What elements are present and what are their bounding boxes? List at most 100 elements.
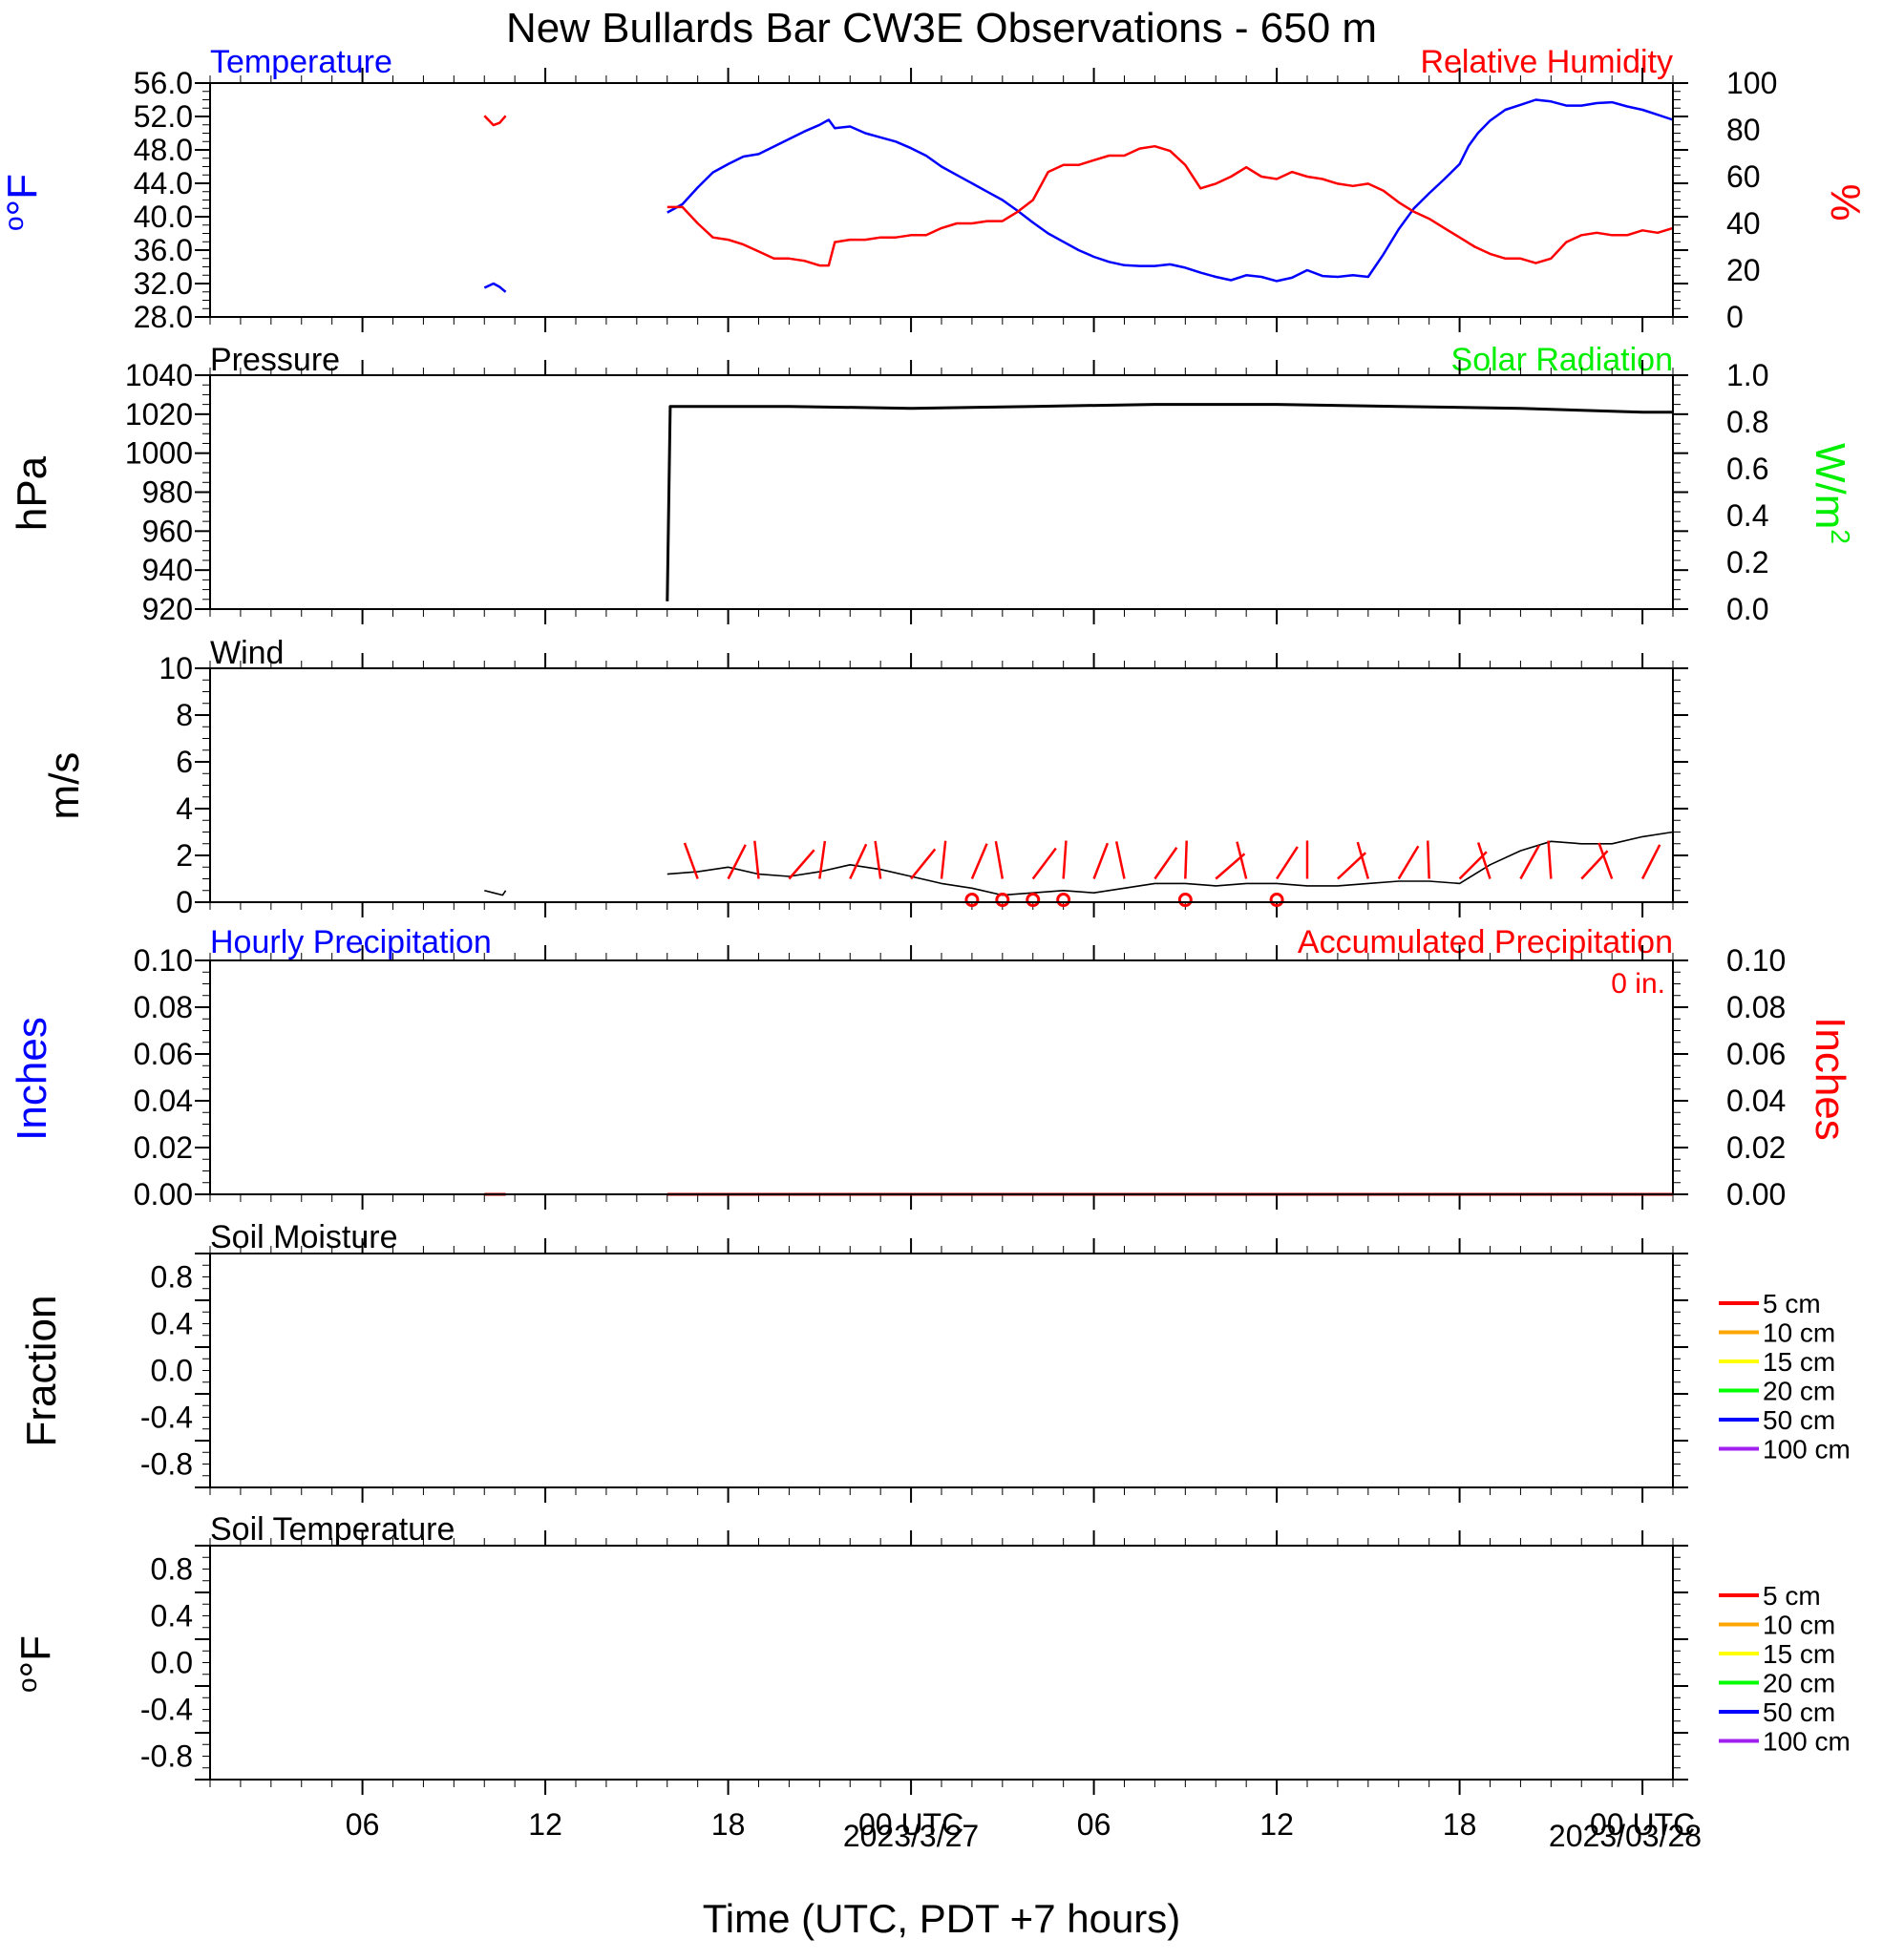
date-label-2: 2023/03/28 bbox=[1549, 1819, 1702, 1853]
hourly-precip-axis-label: Inches bbox=[9, 1017, 55, 1141]
time-tick-label: 00 UTC bbox=[1590, 1807, 1695, 1842]
soil-moisture-ticks bbox=[195, 1238, 1688, 1503]
left-y-tick-label: 36.0 bbox=[134, 233, 193, 267]
soil-temperature-title: Soil Temperature bbox=[210, 1511, 455, 1548]
soil-temperature-axis-label: o°F bbox=[12, 1635, 59, 1693]
pressure-solar-frame bbox=[209, 374, 1674, 610]
time-tick-label: 06 bbox=[1077, 1807, 1111, 1842]
temperature-line bbox=[483, 282, 507, 293]
hourly-precip-tick-labels: 0.10 0.08 0.06 0.04 0.02 0.00 bbox=[134, 943, 193, 1212]
wind-panel: Wind m/s 10 8 6 4 2 0 bbox=[41, 635, 1688, 919]
wind-barb bbox=[1031, 847, 1057, 880]
left-y-tick-label: 1020 bbox=[125, 397, 193, 432]
date-label-1: 2023/3/27 bbox=[843, 1819, 979, 1853]
left-y-tick-label: -0.8 bbox=[140, 1447, 193, 1482]
humidity-axis-label: % bbox=[1822, 183, 1869, 221]
precipitation-frame bbox=[209, 959, 1674, 1195]
humidity-title: Relative Humidity bbox=[1420, 44, 1673, 80]
wind-barb bbox=[788, 849, 815, 880]
accum-precip-axis-label: Inches bbox=[1807, 1017, 1853, 1141]
right-y-tick-label: 0 bbox=[1726, 300, 1744, 334]
right-y-tick-label: 0.6 bbox=[1726, 452, 1768, 486]
wind-barb bbox=[1215, 853, 1246, 880]
wind-barb bbox=[849, 843, 868, 880]
left-y-tick-label: 0.10 bbox=[134, 943, 193, 978]
right-y-tick-label: 0.2 bbox=[1726, 545, 1768, 580]
right-y-tick-label: 1.0 bbox=[1726, 358, 1768, 392]
wind-barb bbox=[1476, 842, 1492, 879]
left-y-tick-label: 8 bbox=[176, 698, 193, 732]
soil-temperature-frame bbox=[209, 1545, 1674, 1781]
calm-wind-marker bbox=[1056, 893, 1071, 908]
pressure-axis-label: hPa bbox=[9, 455, 55, 531]
wind-title: Wind bbox=[210, 635, 284, 671]
right-y-tick-label: 0.0 bbox=[1726, 592, 1768, 626]
left-y-tick-label: 920 bbox=[142, 592, 193, 626]
wind-ticks bbox=[195, 653, 1688, 917]
soil-moisture-panel: Soil Moisture Fraction 0.8 0.4 0.0 -0.4 -0.8… bbox=[18, 1219, 1851, 1503]
left-y-tick-label: 0 bbox=[176, 885, 193, 919]
legend-label: 20 cm bbox=[1763, 1377, 1835, 1406]
temperature-humidity-ticks bbox=[195, 68, 1688, 332]
wind-barb bbox=[727, 844, 747, 880]
wind-speed-line bbox=[666, 831, 1674, 896]
temperature-line bbox=[666, 98, 1674, 283]
left-y-tick-label: 32.0 bbox=[134, 266, 193, 301]
wind-barb bbox=[1519, 844, 1540, 880]
time-tick-label: 18 bbox=[1443, 1807, 1477, 1842]
left-y-tick-label: 0.8 bbox=[151, 1260, 193, 1295]
solar-axis-unit-exponent: 2 bbox=[1826, 529, 1855, 544]
calm-wind-marker bbox=[1269, 893, 1284, 908]
left-y-tick-label: 0.4 bbox=[151, 1307, 193, 1341]
wind-barb bbox=[1184, 840, 1188, 879]
pressure-solar-ticks bbox=[195, 360, 1688, 624]
wind-barb bbox=[1597, 842, 1614, 879]
legend-label: 10 cm bbox=[1763, 1611, 1835, 1640]
pressure-solar-panel: Pressure Solar Radiation hPa W/m2 104010… bbox=[9, 342, 1855, 626]
time-axis-label: Time (UTC, PDT +7 hours) bbox=[703, 1896, 1181, 1941]
wind-barb bbox=[818, 840, 827, 879]
wind-barb bbox=[1276, 846, 1299, 880]
right-y-tick-label: 0.00 bbox=[1726, 1177, 1786, 1212]
soil-moisture-axis-label: Fraction bbox=[18, 1296, 65, 1447]
pressure-line bbox=[666, 403, 1673, 601]
left-y-tick-label: 0.00 bbox=[134, 1177, 193, 1212]
humidity-line bbox=[666, 144, 1674, 267]
right-y-tick-label: 0.10 bbox=[1726, 943, 1786, 978]
solar-axis-unit: W/m bbox=[1807, 443, 1853, 529]
left-y-tick-label: 4 bbox=[176, 791, 193, 826]
calm-wind-marker bbox=[1177, 893, 1193, 908]
wind-barb bbox=[1397, 845, 1420, 880]
temperature-humidity-panel: Temperature Relative Humidity o°F % 56.0… bbox=[0, 44, 1869, 334]
wind-barb bbox=[1236, 841, 1248, 879]
wind-direction-barbs bbox=[683, 840, 1661, 880]
legend-label: 50 cm bbox=[1763, 1405, 1835, 1435]
solar-tick-labels: 1.0 0.8 0.6 0.4 0.2 0.0 bbox=[1726, 358, 1768, 626]
wind-series bbox=[484, 831, 1674, 896]
left-y-tick-label: 0.4 bbox=[151, 1599, 193, 1633]
wind-barb bbox=[1062, 840, 1068, 879]
legend-label: 5 cm bbox=[1763, 1289, 1821, 1318]
soil-temperature-axis-unit: °F bbox=[12, 1635, 59, 1677]
wind-axis-label: m/s bbox=[41, 752, 88, 820]
wind-barb bbox=[874, 840, 882, 879]
right-y-tick-label: 0.02 bbox=[1726, 1130, 1786, 1165]
left-y-tick-label: 940 bbox=[142, 553, 193, 587]
time-axis-tick-labels: 06 12 18 00 UTC 06 12 18 00 UTC bbox=[346, 1807, 1695, 1842]
pressure-title: Pressure bbox=[210, 342, 340, 378]
right-y-tick-label: 80 bbox=[1726, 113, 1761, 147]
legend-label: 100 cm bbox=[1763, 1727, 1851, 1757]
left-y-tick-label: 6 bbox=[176, 745, 193, 779]
left-y-tick-label: 0.04 bbox=[134, 1084, 193, 1118]
wind-barb bbox=[994, 840, 1005, 879]
wind-barb bbox=[1547, 840, 1553, 879]
left-y-tick-label: -0.4 bbox=[140, 1401, 193, 1435]
left-y-tick-label: 56.0 bbox=[134, 66, 193, 100]
accum-precip-tick-labels: 0.10 0.08 0.06 0.04 0.02 0.00 bbox=[1726, 943, 1786, 1212]
right-y-tick-label: 60 bbox=[1726, 159, 1761, 194]
legend-label: 15 cm bbox=[1763, 1639, 1835, 1669]
